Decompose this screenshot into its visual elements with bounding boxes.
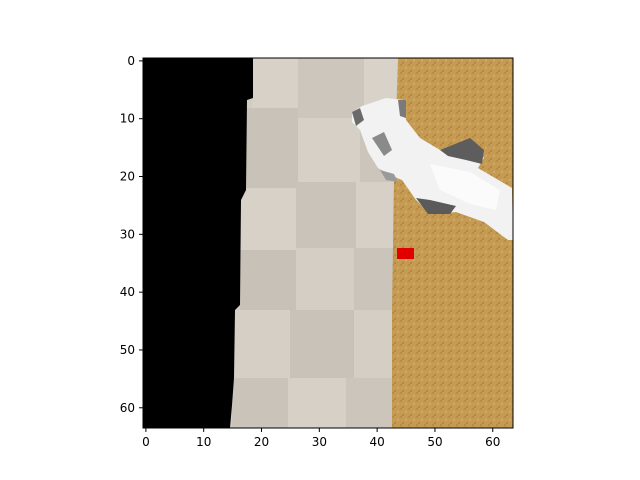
y-tick-label: 10 (120, 112, 135, 126)
y-tick-label: 50 (120, 343, 135, 357)
y-axis: 0 10 20 30 40 50 60 (120, 54, 143, 415)
x-tick-label: 60 (485, 435, 500, 449)
x-tick-label: 20 (254, 435, 269, 449)
tile-pattern (232, 58, 398, 428)
black-region (143, 58, 253, 428)
x-tick-label: 10 (196, 435, 211, 449)
x-tick-label: 40 (370, 435, 385, 449)
x-tick-label: 0 (142, 435, 150, 449)
y-tick-label: 40 (120, 285, 135, 299)
x-tick-label: 30 (312, 435, 327, 449)
y-tick-label: 30 (120, 227, 135, 241)
y-tick-label: 20 (120, 170, 135, 184)
y-tick-label: 60 (120, 401, 135, 415)
white-object (352, 98, 513, 240)
x-axis: 0 10 20 30 40 50 60 (142, 428, 500, 449)
y-tick-label: 0 (127, 54, 135, 68)
x-tick-label: 50 (427, 435, 442, 449)
image-area (143, 58, 513, 428)
wood-floor (392, 58, 513, 428)
red-marker (397, 248, 414, 259)
axes-frame (142, 57, 514, 429)
